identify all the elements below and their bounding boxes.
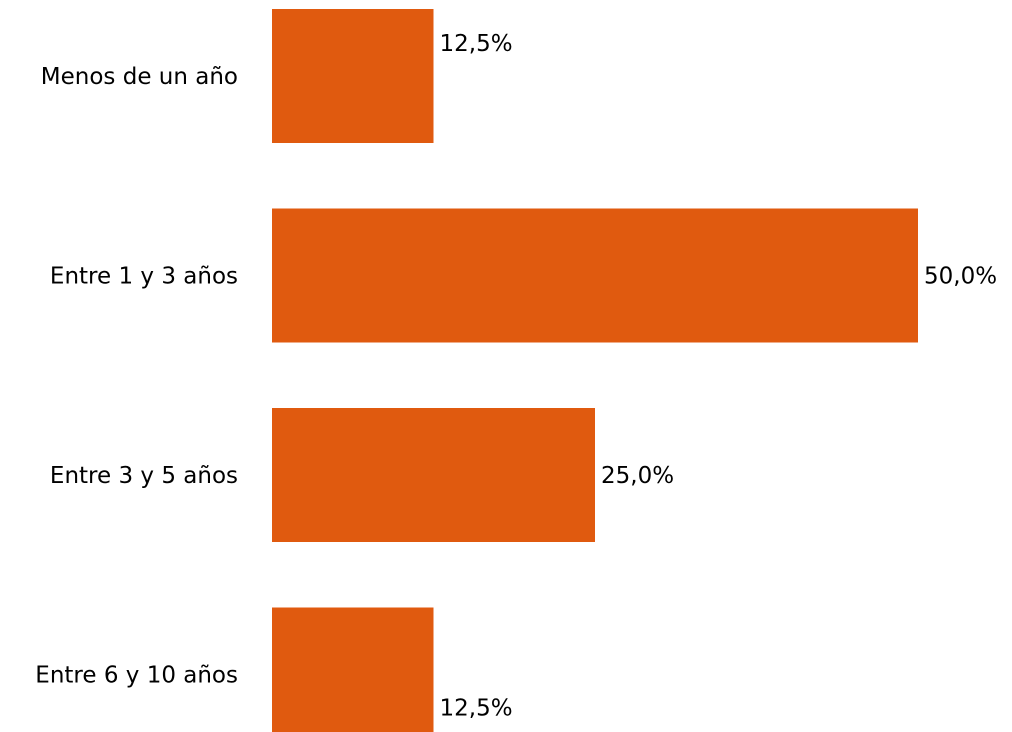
bars-layer [272,9,918,732]
value-label: 25,0% [601,463,674,489]
category-label: Entre 6 y 10 años [35,663,238,689]
category-label: Entre 1 y 3 años [50,264,238,290]
bar [272,607,434,732]
bar [272,9,434,143]
value-label: 50,0% [924,264,997,290]
category-labels: Menos de un año Entre 1 y 3 años Entre 3 y… [35,64,238,689]
value-labels: 12,5% 50,0% 25,0% 12,5% [440,31,998,722]
category-label: Menos de un año [41,64,238,90]
category-label: Entre 3 y 5 años [50,463,238,489]
bar [272,208,918,343]
bar [272,408,595,542]
value-label: 12,5% [440,31,513,57]
value-label: 12,5% [440,696,513,722]
